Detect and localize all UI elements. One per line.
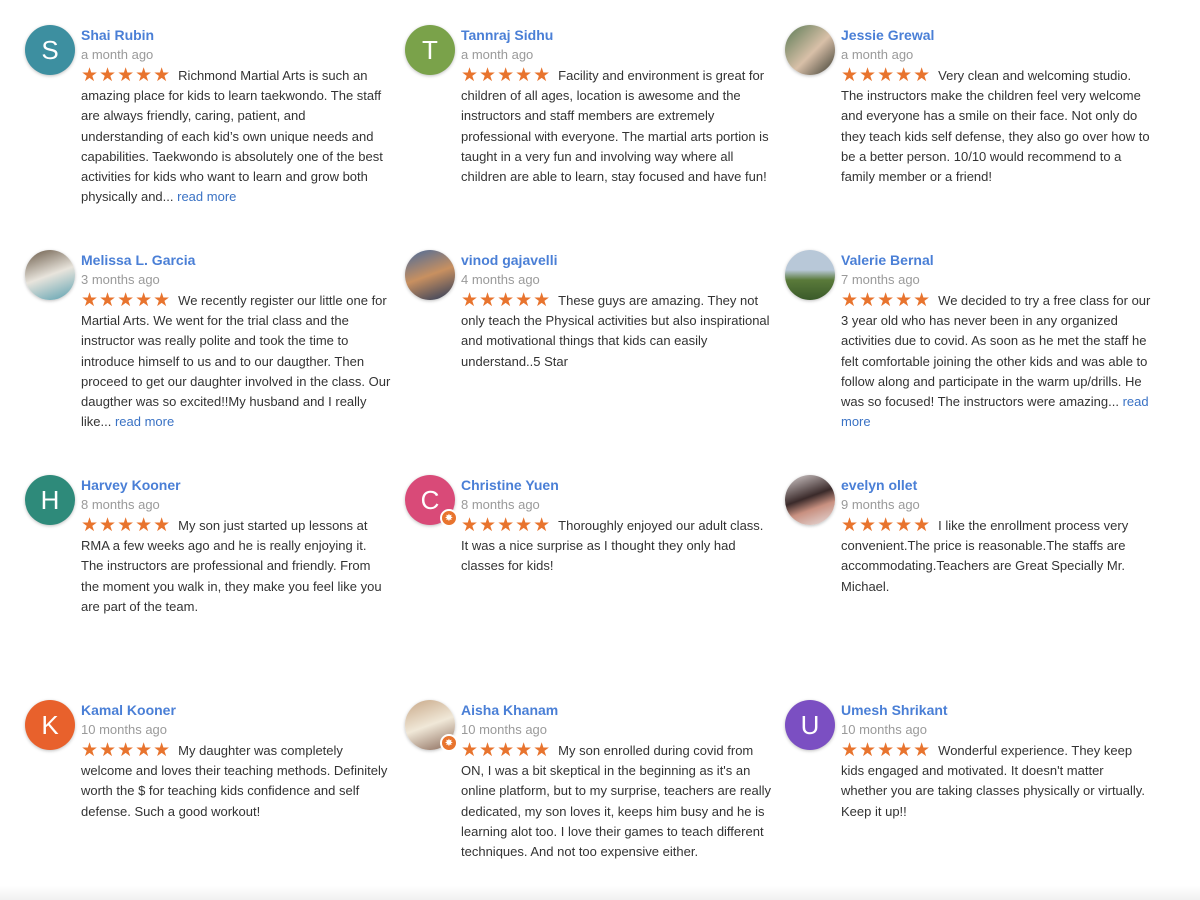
star-rating-icon: ★★★★★	[81, 290, 172, 311]
review-time: 10 months ago	[81, 722, 168, 737]
review-card: U Umesh Shrikant 10 months ago ★★★★★ Wond…	[785, 700, 1165, 900]
review-text: These guys are amazing. They not only te…	[461, 293, 770, 369]
review-text-block: ★★★★★ My daughter was completely welcome …	[81, 741, 391, 822]
star-rating-icon: ★★★★★	[461, 65, 552, 86]
reviewer-name[interactable]: evelyn ollet	[841, 477, 918, 493]
local-guide-badge-icon: ✸	[440, 509, 458, 527]
review-text: Wonderful experience. They keep kids eng…	[841, 743, 1145, 819]
review-text-block: ★★★★★ We recently register our little one…	[81, 291, 391, 432]
reviewer-name[interactable]: vinod gajavelli	[461, 252, 558, 268]
reviews-grid: S Shai Rubin a month ago ★★★★★ Richmond M…	[25, 25, 1165, 900]
review-text-block: ★★★★★ My son enrolled during covid from O…	[461, 741, 771, 862]
star-rating-icon: ★★★★★	[81, 740, 172, 761]
review-text: Facility and environment is great for ch…	[461, 68, 769, 185]
star-rating-icon: ★★★★★	[461, 740, 552, 761]
star-rating-icon: ★★★★★	[461, 290, 552, 311]
review-text: I like the enrollment process very conve…	[841, 518, 1129, 594]
page-footer-shadow	[0, 886, 1200, 900]
review-time: 3 months ago	[81, 272, 160, 287]
review-card: T Tannraj Sidhu a month ago ★★★★★ Facilit…	[405, 25, 785, 250]
review-text: My son just started up lessons at RMA a …	[81, 518, 382, 614]
review-time: 8 months ago	[81, 497, 160, 512]
star-rating-icon: ★★★★★	[841, 290, 932, 311]
review-text: My daughter was completely welcome and l…	[81, 743, 388, 819]
reviewer-name[interactable]: Tannraj Sidhu	[461, 27, 554, 43]
review-text: Thoroughly enjoyed our adult class. It w…	[461, 518, 764, 574]
review-card: S Shai Rubin a month ago ★★★★★ Richmond M…	[25, 25, 405, 250]
local-guide-badge-icon: ✸	[440, 734, 458, 752]
avatar[interactable]: ✸	[405, 700, 458, 752]
review-text: We decided to try a free class for our 3…	[841, 293, 1151, 410]
review-time: 8 months ago	[461, 497, 540, 512]
review-card: Valerie Bernal 7 months ago ★★★★★ We deci…	[785, 250, 1165, 475]
avatar[interactable]	[785, 475, 835, 525]
read-more-link[interactable]: read more	[114, 414, 175, 430]
review-text-block: ★★★★★ Thoroughly enjoyed our adult class.…	[461, 516, 771, 577]
review-text-block: ★★★★★ Very clean and welcoming studio. Th…	[841, 66, 1151, 187]
review-text: My son enrolled during covid from ON, I …	[461, 743, 771, 860]
review-text-block: ★★★★★ Facility and environment is great f…	[461, 66, 771, 187]
reviewer-name[interactable]: Jessie Grewal	[841, 27, 935, 43]
review-time: a month ago	[81, 47, 154, 62]
review-text: Very clean and welcoming studio. The ins…	[841, 68, 1150, 185]
review-text-block: ★★★★★ These guys are amazing. They not on…	[461, 291, 771, 372]
star-rating-icon: ★★★★★	[461, 515, 552, 536]
review-time: 9 months ago	[841, 497, 920, 512]
review-card: Jessie Grewal a month ago ★★★★★ Very clea…	[785, 25, 1165, 250]
reviewer-name[interactable]: Christine Yuen	[461, 477, 559, 493]
star-rating-icon: ★★★★★	[841, 515, 932, 536]
reviewer-name[interactable]: Harvey Kooner	[81, 477, 181, 493]
review-time: 10 months ago	[461, 722, 548, 737]
read-more-link[interactable]: read more	[177, 189, 237, 205]
avatar[interactable]: T	[405, 25, 455, 75]
avatar-letter: H	[40, 484, 60, 515]
avatar[interactable]	[785, 25, 835, 75]
reviewer-name[interactable]: Umesh Shrikant	[841, 702, 948, 718]
review-card: ✸ Aisha Khanam 10 months ago ★★★★★ My son…	[405, 700, 785, 900]
review-text-block: ★★★★★ Wonderful experience. They keep kid…	[841, 741, 1151, 822]
avatar-letter: U	[800, 709, 820, 740]
avatar[interactable]: C ✸	[405, 475, 458, 527]
avatar[interactable]: H	[25, 475, 75, 525]
avatar-letter: K	[41, 709, 59, 740]
review-text-block: ★★★★★ My son just started up lessons at R…	[81, 516, 391, 617]
star-rating-icon: ★★★★★	[81, 65, 172, 86]
star-rating-icon: ★★★★★	[841, 65, 932, 86]
reviewer-name[interactable]: Melissa L. Garcia	[81, 252, 196, 268]
avatar[interactable]: U	[785, 700, 835, 750]
review-time: a month ago	[461, 47, 534, 62]
read-more-link[interactable]: read more	[841, 394, 1149, 430]
star-rating-icon: ★★★★★	[81, 515, 172, 536]
review-card: Melissa L. Garcia 3 months ago ★★★★★ We r…	[25, 250, 405, 475]
reviewer-name[interactable]: Valerie Bernal	[841, 252, 934, 268]
review-text-block: ★★★★★ I like the enrollment process very …	[841, 516, 1151, 597]
reviewer-name[interactable]: Aisha Khanam	[461, 702, 559, 718]
review-card: vinod gajavelli 4 months ago ★★★★★ These …	[405, 250, 785, 475]
review-text-block: ★★★★★ We decided to try a free class for …	[841, 291, 1151, 432]
review-time: 7 months ago	[841, 272, 920, 287]
avatar-letter: S	[41, 34, 59, 65]
avatar[interactable]	[25, 250, 75, 300]
avatar[interactable]	[785, 250, 835, 300]
avatar-letter: C	[420, 484, 440, 515]
reviewer-name[interactable]: Shai Rubin	[81, 27, 155, 43]
review-time: a month ago	[841, 47, 914, 62]
review-card: H Harvey Kooner 8 months ago ★★★★★ My son…	[25, 475, 405, 700]
review-time: 4 months ago	[461, 272, 540, 287]
avatar[interactable]: K	[25, 700, 75, 750]
review-card: K Kamal Kooner 10 months ago ★★★★★ My dau…	[25, 700, 405, 900]
review-text: We recently register our little one for …	[81, 293, 391, 430]
review-text-block: ★★★★★ Richmond Martial Arts is such an am…	[81, 66, 391, 207]
reviewer-name[interactable]: Kamal Kooner	[81, 702, 176, 718]
review-card: evelyn ollet 9 months ago ★★★★★ I like th…	[785, 475, 1165, 700]
review-text: Richmond Martial Arts is such an amazing…	[81, 68, 383, 205]
star-rating-icon: ★★★★★	[841, 740, 932, 761]
avatar-letter: T	[422, 34, 438, 65]
avatar[interactable]: S	[25, 25, 75, 75]
review-time: 10 months ago	[841, 722, 928, 737]
review-card: C ✸ Christine Yuen 8 months ago ★★★★★ Tho…	[405, 475, 785, 700]
avatar[interactable]	[405, 250, 455, 300]
